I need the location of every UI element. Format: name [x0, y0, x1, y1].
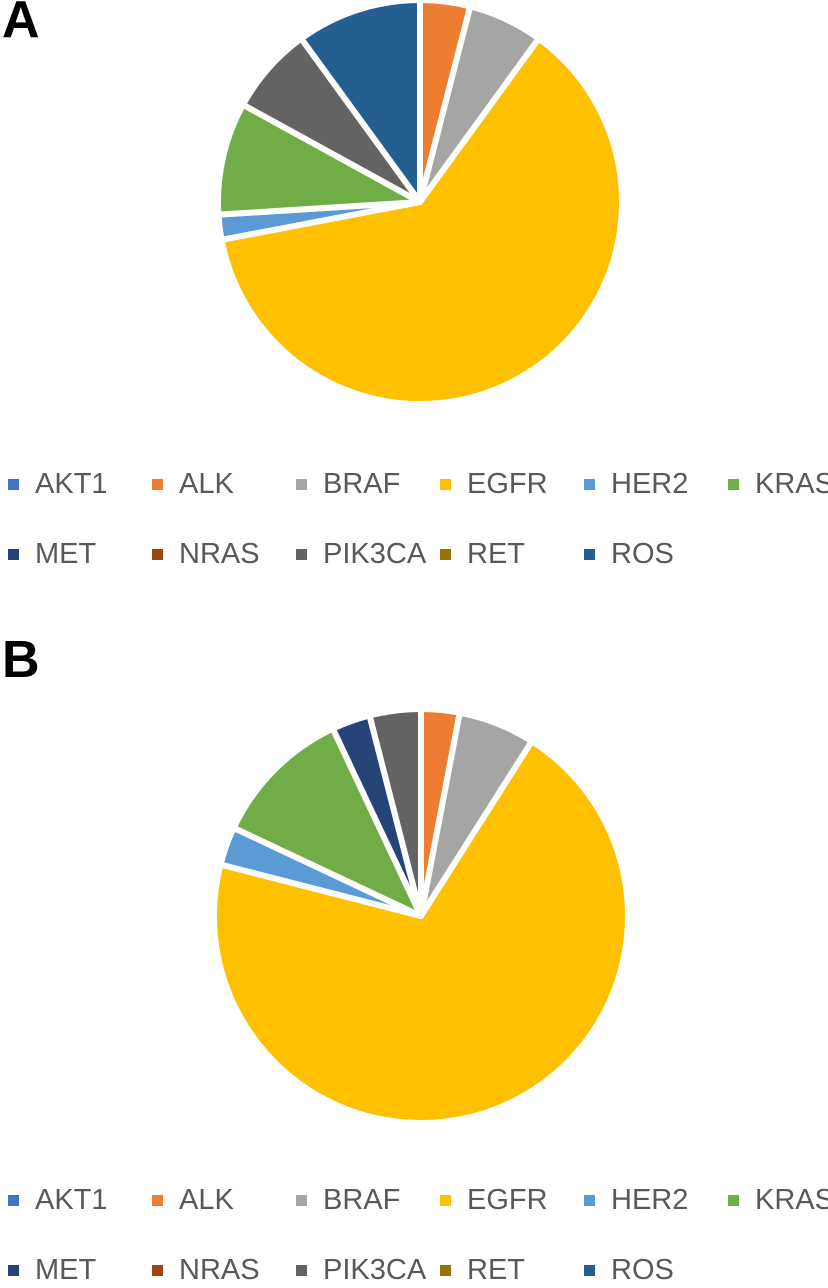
chart-panel-a: A AKT1 ALK BRAF EGFR HER2 KRAS MET NRAS PIK3CA RE…: [0, 0, 828, 640]
legend-label: NRAS: [179, 1253, 260, 1286]
pie-slice-kras: [215, 101, 423, 218]
legend-label: AKT1: [35, 1183, 108, 1216]
legend-swatch: [152, 1194, 163, 1206]
legend-item-akt1: AKT1: [8, 1182, 108, 1218]
pie-slice-egfr: [211, 738, 631, 1126]
legend-item-pik3ca: PIK3CA: [296, 1252, 426, 1288]
legend-swatch: [296, 1194, 307, 1206]
legend-label: KRAS: [755, 1183, 828, 1216]
legend-label: EGFR: [467, 467, 548, 500]
legend-label: MET: [35, 537, 97, 570]
legend-label: HER2: [611, 467, 689, 500]
legend-swatch: [728, 1194, 739, 1206]
legend-swatch: [440, 478, 451, 490]
legend-swatch: [440, 548, 451, 560]
legend-item-egfr: EGFR: [440, 1182, 548, 1218]
legend-swatch: [296, 548, 307, 560]
legend-item-braf: BRAF: [296, 1182, 400, 1218]
legend-label: HER2: [611, 1183, 689, 1216]
legend-label: BRAF: [323, 467, 401, 500]
legend-label: KRAS: [755, 467, 828, 500]
pie-slice-ros: [298, 0, 423, 205]
legend-swatch: [8, 548, 19, 560]
legend-item-alk: ALK: [152, 1182, 234, 1218]
legend-swatch: [8, 478, 19, 490]
legend-item-met: MET: [8, 1252, 96, 1288]
legend-swatch: [584, 548, 595, 560]
legend-label: MET: [35, 1253, 97, 1286]
chart-panel-b: B AKT1 ALK BRAF EGFR HER2 KRAS MET NRAS PIK3CA RE…: [0, 634, 828, 1286]
legend-label: ROS: [611, 1253, 674, 1286]
legend-item-alk: ALK: [152, 466, 234, 502]
legend-label: ALK: [179, 467, 234, 500]
panel-label-b: B: [2, 631, 40, 689]
pie-slice-kras: [230, 725, 424, 919]
legend-item-ros: ROS: [584, 536, 674, 572]
legend-label: PIK3CA: [323, 1253, 427, 1286]
legend-item-ret: RET: [440, 1252, 525, 1288]
legend-swatch: [584, 1264, 595, 1276]
legend-swatch: [152, 478, 163, 490]
legend-swatch: [440, 1264, 451, 1276]
pie-slice-pik3ca: [366, 706, 424, 919]
legend-label: ROS: [611, 537, 674, 570]
legend-item-ros: ROS: [584, 1252, 674, 1288]
pie-slice-egfr: [218, 35, 625, 407]
panel-label-a: A: [2, 0, 40, 49]
legend-swatch: [584, 1194, 595, 1206]
legend-item-egfr: EGFR: [440, 466, 548, 502]
legend-label: AKT1: [35, 467, 108, 500]
legend-swatch: [8, 1264, 19, 1276]
legend-swatch: [440, 1194, 451, 1206]
legend-item-kras: KRAS: [728, 466, 828, 502]
legend-swatch: [584, 478, 595, 490]
legend-item-her2: HER2: [584, 466, 688, 502]
legend-item-her2: HER2: [584, 1182, 688, 1218]
legend-label: EGFR: [467, 1183, 548, 1216]
legend-item-met: MET: [8, 536, 96, 572]
legend-label: RET: [467, 1253, 525, 1286]
legend-item-nras: NRAS: [152, 536, 260, 572]
legend-swatch: [152, 548, 163, 560]
legend-swatch: [296, 1264, 307, 1276]
pie-chart-a: [215, 0, 625, 407]
pie-chart-b: [211, 706, 631, 1126]
legend-item-pik3ca: PIK3CA: [296, 536, 426, 572]
legend-label: PIK3CA: [323, 537, 427, 570]
legend-item-ret: RET: [440, 536, 525, 572]
legend-label: RET: [467, 537, 525, 570]
legend-swatch: [728, 478, 739, 490]
legend-item-kras: KRAS: [728, 1182, 828, 1218]
legend-swatch: [296, 478, 307, 490]
legend-label: BRAF: [323, 1183, 401, 1216]
legend-swatch: [8, 1194, 19, 1206]
legend-item-akt1: AKT1: [8, 466, 108, 502]
legend-label: NRAS: [179, 537, 260, 570]
legend-item-nras: NRAS: [152, 1252, 260, 1288]
legend-label: ALK: [179, 1183, 234, 1216]
legend-swatch: [152, 1264, 163, 1276]
legend-item-braf: BRAF: [296, 466, 400, 502]
